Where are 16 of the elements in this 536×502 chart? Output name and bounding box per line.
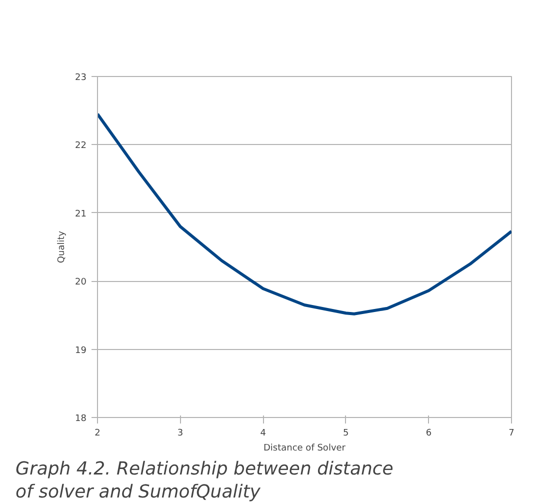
- y-tick-label: 22: [75, 141, 86, 152]
- x-axis-title: Distance of Solver: [263, 444, 346, 454]
- x-tick-label: 7: [508, 428, 514, 438]
- x-tick-label: 6: [426, 428, 432, 438]
- x-tick-label: 3: [177, 428, 184, 438]
- y-axis-title: Quality: [57, 230, 68, 264]
- y-tick-label: 23: [75, 73, 86, 83]
- caption: Graph 4.2. Relationship between distance of solver and SumofQuality: [16, 458, 394, 502]
- x-tick-label: 5: [343, 428, 349, 438]
- x-tick-label: 2: [94, 428, 100, 438]
- y-tick-label: 20: [75, 278, 87, 288]
- y-tick-label: 19: [75, 346, 87, 356]
- y-tick-label: 21: [75, 209, 86, 220]
- line-series: [98, 112, 512, 316]
- y-tick-label: 18: [75, 414, 87, 424]
- x-tick-label: 4: [260, 428, 266, 438]
